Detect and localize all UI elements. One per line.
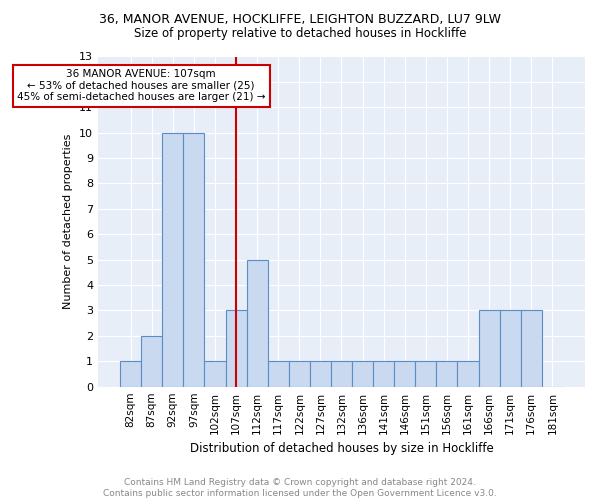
Text: Size of property relative to detached houses in Hockliffe: Size of property relative to detached ho… xyxy=(134,28,466,40)
Bar xyxy=(521,310,542,386)
Bar xyxy=(457,362,479,386)
Bar xyxy=(500,310,521,386)
Bar xyxy=(226,310,247,386)
Y-axis label: Number of detached properties: Number of detached properties xyxy=(64,134,73,310)
Text: 36 MANOR AVENUE: 107sqm
← 53% of detached houses are smaller (25)
45% of semi-de: 36 MANOR AVENUE: 107sqm ← 53% of detache… xyxy=(17,69,265,102)
Bar xyxy=(162,132,184,386)
Bar xyxy=(415,362,436,386)
Bar xyxy=(373,362,394,386)
Bar xyxy=(247,260,268,386)
Bar xyxy=(436,362,457,386)
Bar xyxy=(310,362,331,386)
Text: Contains HM Land Registry data © Crown copyright and database right 2024.
Contai: Contains HM Land Registry data © Crown c… xyxy=(103,478,497,498)
Bar xyxy=(205,362,226,386)
Bar xyxy=(394,362,415,386)
Bar xyxy=(479,310,500,386)
Bar xyxy=(352,362,373,386)
Bar xyxy=(331,362,352,386)
Bar xyxy=(268,362,289,386)
Bar xyxy=(141,336,162,386)
Bar xyxy=(184,132,205,386)
Bar xyxy=(120,362,141,386)
X-axis label: Distribution of detached houses by size in Hockliffe: Distribution of detached houses by size … xyxy=(190,442,493,455)
Text: 36, MANOR AVENUE, HOCKLIFFE, LEIGHTON BUZZARD, LU7 9LW: 36, MANOR AVENUE, HOCKLIFFE, LEIGHTON BU… xyxy=(99,12,501,26)
Bar xyxy=(289,362,310,386)
